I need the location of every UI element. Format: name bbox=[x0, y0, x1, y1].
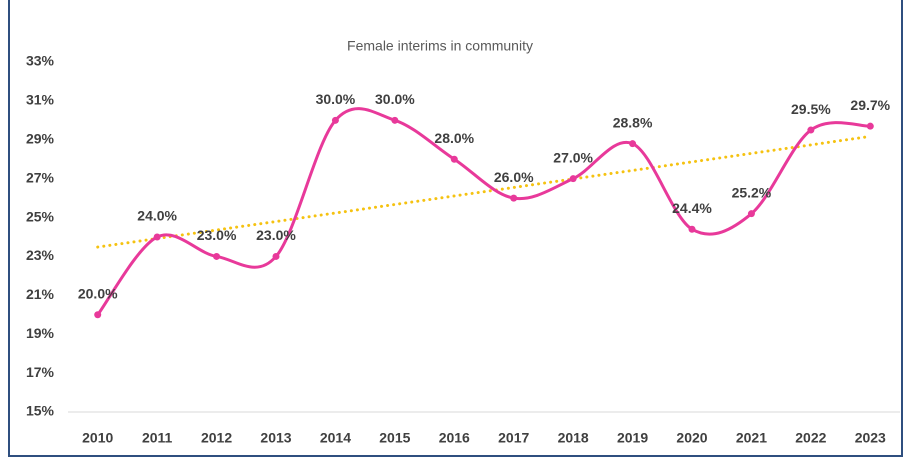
data-point bbox=[510, 194, 518, 202]
chart-title: Female interims in community bbox=[347, 38, 533, 54]
chart-frame bbox=[8, 0, 903, 457]
x-tick-label: 2019 bbox=[617, 430, 648, 446]
data-label: 24.4% bbox=[672, 200, 712, 216]
data-label: 23.0% bbox=[197, 227, 237, 243]
data-label: 29.5% bbox=[791, 101, 831, 117]
y-tick-label: 17% bbox=[26, 364, 55, 380]
data-point bbox=[213, 252, 221, 260]
data-point bbox=[391, 116, 399, 124]
x-tick-label: 2014 bbox=[320, 430, 351, 446]
data-label: 30.0% bbox=[316, 91, 356, 107]
data-label: 27.0% bbox=[553, 149, 593, 165]
x-tick-label: 2012 bbox=[201, 430, 232, 446]
data-label: 23.0% bbox=[256, 227, 296, 243]
data-point bbox=[688, 225, 696, 233]
data-point bbox=[450, 155, 458, 163]
y-tick-label: 33% bbox=[26, 53, 55, 69]
data-point bbox=[807, 126, 815, 134]
data-point bbox=[866, 122, 874, 130]
x-tick-label: 2021 bbox=[736, 430, 767, 446]
data-label: 28.8% bbox=[613, 114, 653, 130]
data-point bbox=[569, 175, 577, 183]
y-tick-label: 29% bbox=[26, 130, 55, 146]
data-label: 30.0% bbox=[375, 91, 415, 107]
data-point bbox=[747, 210, 755, 218]
x-tick-label: 2011 bbox=[142, 430, 173, 446]
x-tick-label: 2017 bbox=[498, 430, 529, 446]
data-label: 25.2% bbox=[732, 184, 772, 200]
data-point bbox=[153, 233, 161, 241]
y-tick-label: 19% bbox=[26, 325, 55, 341]
data-label: 24.0% bbox=[137, 208, 177, 224]
data-label: 26.0% bbox=[494, 169, 534, 185]
x-tick-label: 2022 bbox=[795, 430, 826, 446]
y-tick-label: 21% bbox=[26, 286, 55, 302]
data-point bbox=[629, 140, 637, 148]
x-tick-label: 2020 bbox=[676, 430, 707, 446]
data-point bbox=[94, 311, 102, 319]
x-tick-label: 2016 bbox=[439, 430, 470, 446]
x-tick-label: 2015 bbox=[379, 430, 410, 446]
y-tick-label: 23% bbox=[26, 247, 55, 263]
y-tick-label: 15% bbox=[26, 403, 55, 419]
y-tick-label: 31% bbox=[26, 92, 55, 108]
data-point bbox=[331, 116, 339, 124]
data-label: 20.0% bbox=[78, 285, 118, 301]
y-tick-label: 27% bbox=[26, 169, 55, 185]
x-tick-label: 2023 bbox=[855, 430, 886, 446]
data-label: 28.0% bbox=[434, 130, 474, 146]
data-point bbox=[272, 252, 280, 260]
x-tick-label: 2010 bbox=[82, 430, 113, 446]
data-label: 29.7% bbox=[850, 97, 890, 113]
trendline bbox=[96, 134, 872, 249]
x-tick-label: 2018 bbox=[558, 430, 589, 446]
x-tick-label: 2013 bbox=[260, 430, 291, 446]
y-tick-label: 25% bbox=[26, 208, 55, 224]
series-line bbox=[96, 107, 871, 316]
